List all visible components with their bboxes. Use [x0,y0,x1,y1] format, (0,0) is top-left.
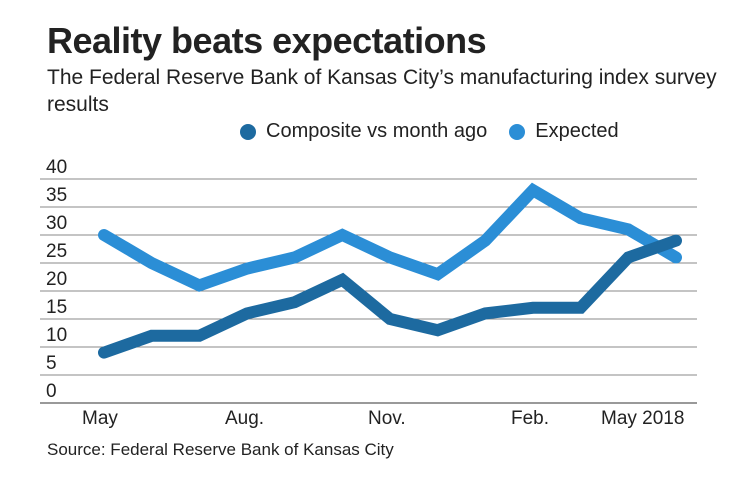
x-tick-label: May [82,408,118,429]
x-tick-label: Aug. [225,408,264,429]
y-tick-label: 40 [46,157,67,178]
legend-label: Expected [535,120,619,142]
y-tick-label: 15 [46,297,67,318]
y-tick-label: 0 [46,381,57,402]
source-note: Source: Federal Reserve Bank of Kansas C… [47,440,394,459]
legend-swatch-composite [240,123,256,140]
chart-title: Reality beats expectations [47,20,487,61]
y-tick-label: 25 [46,241,67,262]
y-tick-label: 5 [46,353,57,374]
x-tick-label: Nov. [368,408,406,429]
series-line-expected [98,182,682,292]
y-tick-label: 35 [46,185,67,206]
y-tick-label: 20 [46,269,67,290]
x-tick-label: Feb. [511,408,549,429]
legend-item-expected: Expected [509,120,619,143]
chart-subtitle: The Federal Reserve Bank of Kansas City’… [47,66,717,116]
legend-label: Composite vs month ago [266,120,488,142]
y-tick-label: 30 [46,213,67,234]
x-tick-label: May 2018 [601,408,684,429]
y-tick-label: 10 [46,325,67,346]
legend: Composite vs month ago Expected [240,120,619,143]
series-line-composite [98,234,682,359]
legend-swatch-expected [509,123,526,140]
legend-item-composite: Composite vs month ago [240,120,487,143]
